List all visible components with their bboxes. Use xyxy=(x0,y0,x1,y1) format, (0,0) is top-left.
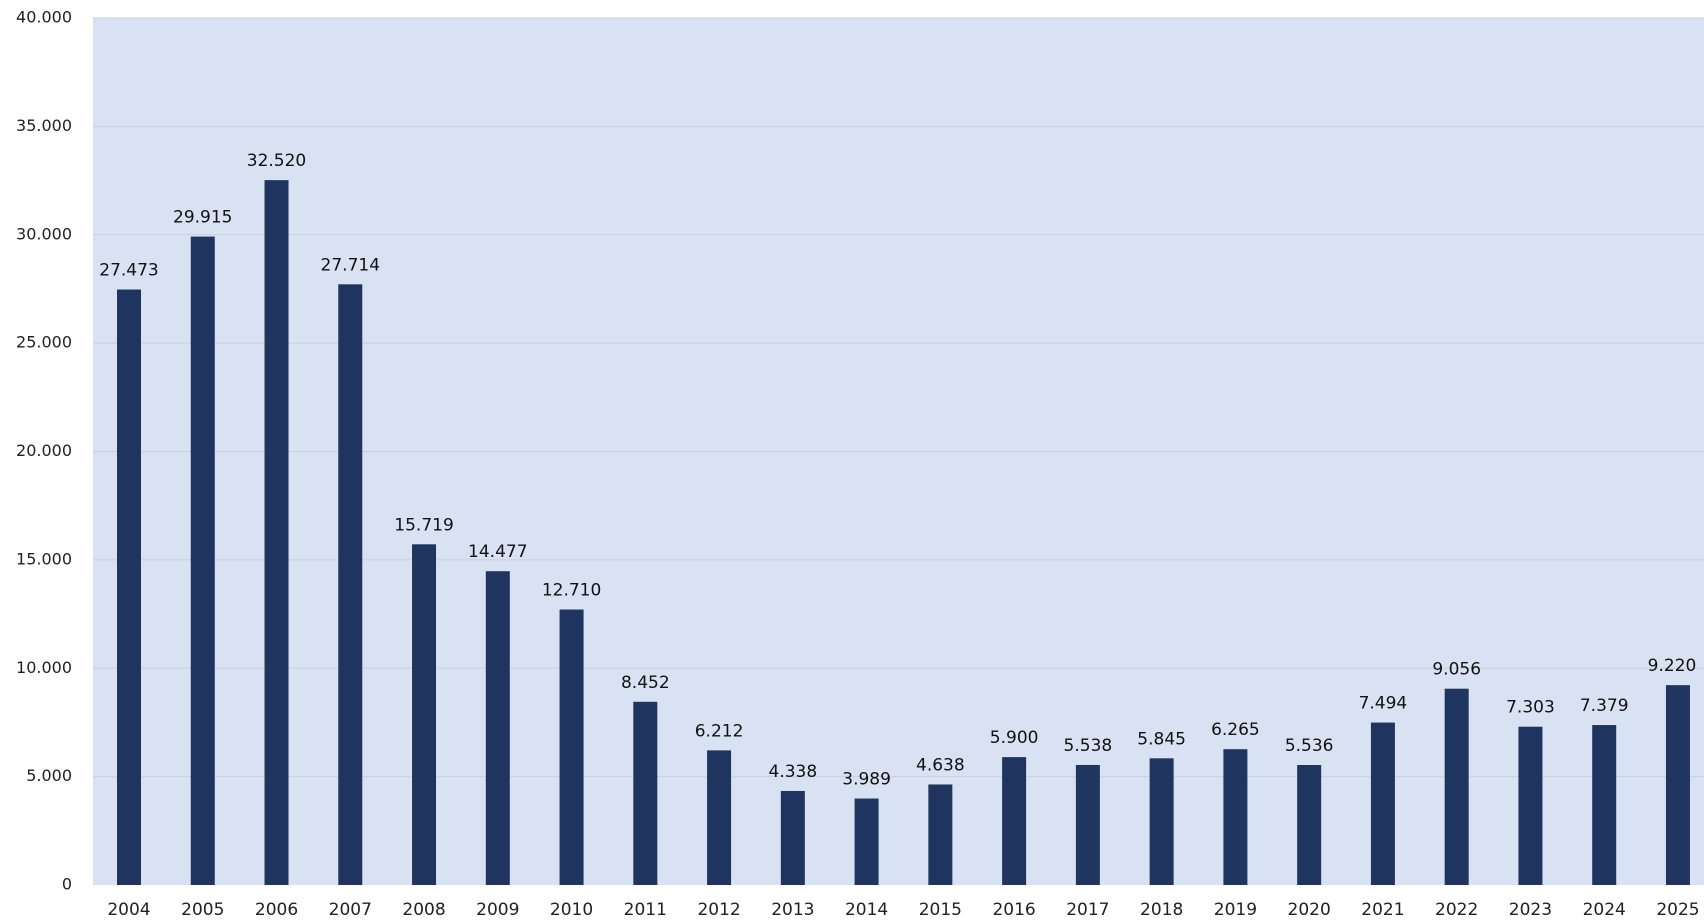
y-tick-label: 5.000 xyxy=(26,766,72,785)
x-tick-label: 2018 xyxy=(1140,900,1183,920)
x-tick-label: 2023 xyxy=(1509,900,1552,920)
bar xyxy=(559,609,584,885)
bar xyxy=(264,180,289,885)
x-tick-label: 2009 xyxy=(476,900,519,920)
x-tick-label: 2015 xyxy=(919,900,962,920)
data-label: 5.900 xyxy=(990,728,1039,748)
bar xyxy=(1592,725,1617,885)
x-tick-label: 2004 xyxy=(107,900,150,920)
data-label: 29.915 xyxy=(173,208,232,228)
data-label: 4.338 xyxy=(769,762,818,782)
bar xyxy=(1665,685,1690,885)
x-tick-label: 2010 xyxy=(550,900,593,920)
y-tick-label: 40.000 xyxy=(16,8,72,27)
bar xyxy=(1149,758,1174,885)
bars xyxy=(117,180,1690,886)
x-tick-label: 2025 xyxy=(1656,900,1699,920)
x-tick-label: 2024 xyxy=(1583,900,1626,920)
x-tick-label: 2013 xyxy=(771,900,814,920)
x-tick-label: 2008 xyxy=(402,900,445,920)
bar xyxy=(1075,764,1100,885)
data-label: 27.714 xyxy=(321,255,380,275)
bar xyxy=(338,284,363,885)
data-label: 7.494 xyxy=(1359,694,1408,714)
bar xyxy=(633,701,658,885)
data-label: 12.710 xyxy=(542,581,601,601)
y-tick-label: 30.000 xyxy=(16,224,72,243)
y-tick-label: 10.000 xyxy=(16,658,72,677)
bar xyxy=(928,784,953,885)
bar xyxy=(117,289,141,886)
data-label: 14.477 xyxy=(468,542,527,562)
x-tick-label: 2019 xyxy=(1214,900,1257,920)
data-label: 6.212 xyxy=(695,721,744,741)
data-label: 9.220 xyxy=(1648,656,1697,676)
data-label: 5.845 xyxy=(1137,729,1186,749)
bar xyxy=(412,544,437,885)
x-tick-label: 2005 xyxy=(181,900,224,920)
x-tick-label: 2022 xyxy=(1435,900,1478,920)
data-label: 5.536 xyxy=(1285,736,1334,756)
bar xyxy=(485,571,510,885)
data-label: 7.303 xyxy=(1506,698,1555,718)
data-label: 15.719 xyxy=(394,515,453,535)
y-tick-label: 20.000 xyxy=(16,441,72,460)
data-label: 6.265 xyxy=(1211,720,1260,740)
data-label: 4.638 xyxy=(916,755,965,775)
bar xyxy=(707,750,732,885)
x-tick-label: 2016 xyxy=(992,900,1035,920)
bar xyxy=(1297,765,1322,885)
x-tick-label: 2017 xyxy=(1066,900,1109,920)
bar xyxy=(190,236,215,885)
data-label: 3.989 xyxy=(842,770,891,790)
bar xyxy=(780,790,805,885)
data-label: 5.538 xyxy=(1064,736,1113,756)
x-tick-label: 2007 xyxy=(329,900,372,920)
x-tick-label: 2006 xyxy=(255,900,298,920)
x-tick-label: 2021 xyxy=(1361,900,1404,920)
x-tick-label: 2020 xyxy=(1288,900,1331,920)
bar xyxy=(1444,688,1469,885)
bar xyxy=(854,798,879,885)
y-tick-label: 25.000 xyxy=(16,333,72,352)
data-label: 9.056 xyxy=(1432,660,1481,680)
bar xyxy=(1370,722,1395,885)
x-tick-label: 2011 xyxy=(624,900,667,920)
y-tick-label: 15.000 xyxy=(16,549,72,568)
bar xyxy=(1223,749,1248,885)
y-tick-label: 35.000 xyxy=(16,116,72,135)
bar xyxy=(1002,757,1027,885)
x-tick-label: 2012 xyxy=(697,900,740,920)
x-axis-tick-labels: 2004 2005 2006 2007 2008 2009 2010 2011 2012 2013… xyxy=(107,900,1699,920)
bar xyxy=(1518,726,1543,885)
y-axis-tick-labels: 0 5.000 10.000 15.000 20.000 25.000 30.000 35.0… xyxy=(16,8,72,894)
data-label: 32.520 xyxy=(247,151,306,171)
data-labels: 27.473 29.915 32.520 27.714 15.719 14.477 12.7… xyxy=(99,151,1696,789)
data-label: 7.379 xyxy=(1580,696,1629,716)
data-label: 8.452 xyxy=(621,673,670,693)
y-tick-label: 0 xyxy=(62,875,72,894)
x-tick-label: 2014 xyxy=(845,900,888,920)
data-label: 27.473 xyxy=(99,261,158,281)
